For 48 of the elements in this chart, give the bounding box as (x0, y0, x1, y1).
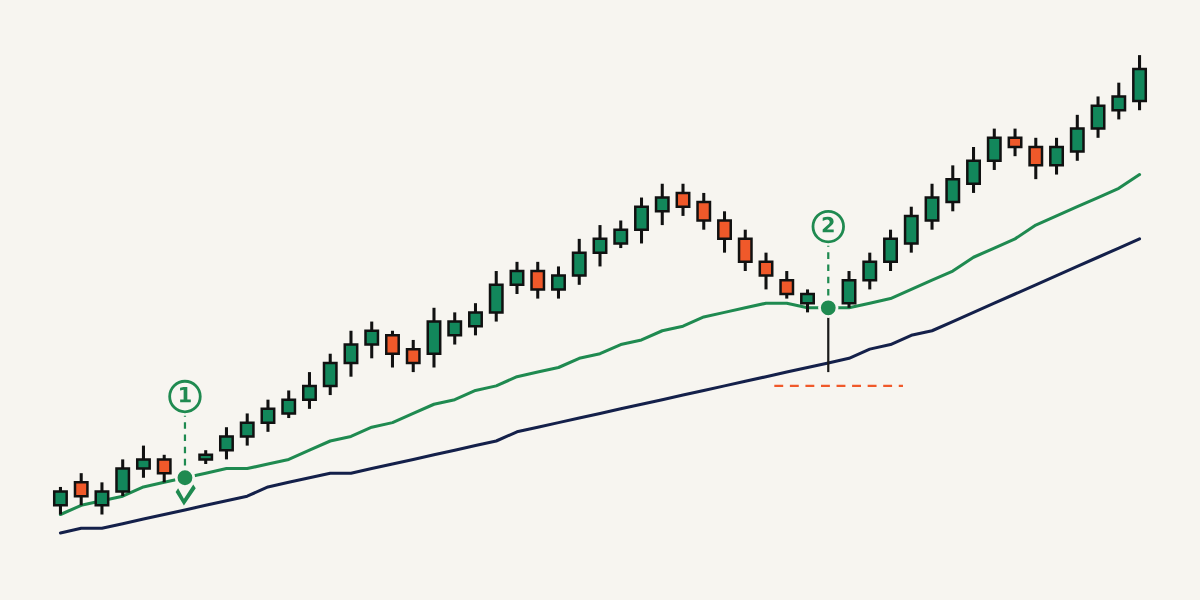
candlestick (1049, 136, 1065, 175)
candlestick (945, 165, 961, 212)
candlestick (530, 260, 546, 299)
annotation: 2 (822, 216, 834, 233)
candlestick (405, 338, 421, 374)
candlestick (468, 303, 483, 336)
candlestick (281, 390, 297, 420)
candlestick (135, 445, 151, 478)
candlestick (302, 372, 317, 409)
candlestick (218, 427, 234, 460)
candlestick (966, 146, 982, 193)
candlestick (924, 183, 940, 230)
candlestick (758, 252, 774, 290)
candlestick (986, 128, 1002, 170)
candlestick (571, 237, 587, 285)
candlestick (260, 399, 276, 432)
candlestick (73, 473, 89, 506)
candlestick (862, 252, 878, 290)
candlestick (509, 260, 525, 294)
candlestick (551, 266, 566, 299)
candlestick (1090, 96, 1106, 138)
candlestick (322, 353, 338, 397)
candlestick (779, 271, 795, 299)
candlestick (1111, 82, 1127, 120)
candlestick (883, 229, 898, 272)
candlestick (675, 183, 691, 216)
annotation: 1 (180, 387, 191, 403)
candlestick (52, 485, 68, 515)
candlestick (841, 271, 857, 308)
candlestick (654, 183, 670, 227)
candlestick (613, 220, 629, 250)
candlestick (1007, 128, 1023, 158)
candlestick (156, 453, 172, 483)
candlestick (447, 312, 463, 345)
candlestick (717, 211, 732, 253)
candlestick (364, 321, 380, 359)
candlestick (239, 413, 255, 446)
candlestick (1069, 113, 1085, 161)
candlestick (385, 330, 400, 368)
candlestick (737, 229, 753, 272)
candlestick (592, 225, 608, 267)
candlestick (696, 191, 712, 230)
candlestick (94, 482, 110, 515)
candlestick (800, 289, 815, 313)
candlestick (343, 330, 359, 377)
candlestick (634, 197, 649, 244)
candlestick (1028, 136, 1044, 181)
candlestick (115, 459, 131, 498)
